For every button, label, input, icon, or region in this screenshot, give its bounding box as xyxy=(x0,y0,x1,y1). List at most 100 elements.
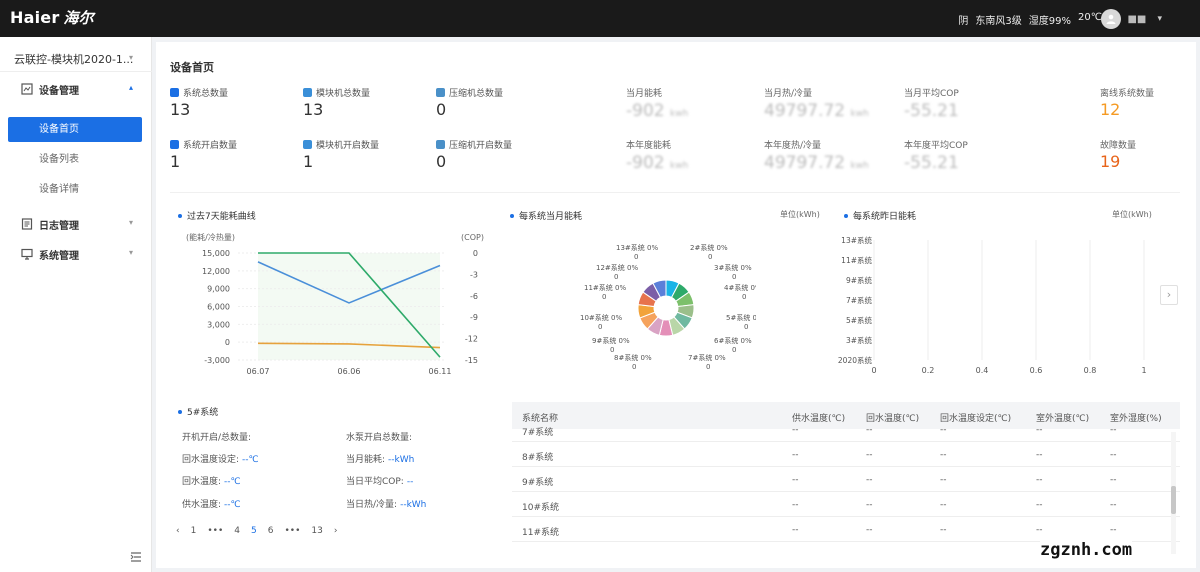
sidebar-item-device-list[interactable]: 设备列表 xyxy=(39,154,79,165)
sidebar-item-device-home[interactable]: 设备首页 xyxy=(8,117,142,142)
table-cell: -- xyxy=(1110,425,1117,435)
sidebar-group-log[interactable]: 日志管理 ▾ xyxy=(0,212,152,236)
detail-value: --℃ xyxy=(224,477,241,487)
donut-label: 6#系统 0% xyxy=(714,336,752,345)
haier-logo[interactable]: Haier 海尔 xyxy=(10,7,94,28)
stat-system-on: 系统开启数量 1 xyxy=(170,138,237,171)
username[interactable]: ■■ xyxy=(1127,13,1147,25)
detail-value: --kWh xyxy=(400,500,427,510)
system-icon xyxy=(170,140,179,149)
bar-chart-unit: 单位(kWh) xyxy=(1112,210,1152,219)
metric-month-energy: 当月能耗 -902 kwh xyxy=(626,86,688,121)
table-scrollbar-thumb[interactable] xyxy=(1171,486,1176,514)
alarm-offline[interactable]: 离线系统数量 12 xyxy=(1100,86,1154,119)
metric-unit: kwh xyxy=(670,109,689,119)
page-item[interactable]: 1 xyxy=(190,526,197,536)
donut-value: 0 xyxy=(744,323,748,331)
project-selector[interactable]: 云联控-模块机2020-1... xyxy=(14,53,134,66)
donut-value: 0 xyxy=(602,293,606,301)
table-row[interactable]: 9#系统 -- -- -- -- -- xyxy=(512,467,1180,492)
metric-value: -902 xyxy=(626,101,665,121)
prev-page-icon[interactable]: ‹ xyxy=(176,526,180,536)
sidebar-item-device-detail[interactable]: 设备详情 xyxy=(39,184,79,195)
table-header-cell: 回水温度(℃) xyxy=(866,414,920,424)
stat-label: 压缩机总数量 xyxy=(449,89,504,99)
metric-year-heat: 本年度热/冷量 49797.72 kwh xyxy=(764,138,869,173)
stat-label: 系统总数量 xyxy=(183,89,229,99)
stat-label: 模块机总数量 xyxy=(316,89,371,99)
alarm-fault[interactable]: 故障数量 19 xyxy=(1100,138,1136,171)
table-cell: -- xyxy=(940,425,947,435)
sidebar-group-device[interactable]: 设备管理 ▴ xyxy=(0,77,152,101)
metric-label: 本年度平均COP xyxy=(904,141,968,151)
weather-temp: 20℃ xyxy=(1078,12,1102,23)
stat-module-on: 模块机开启数量 1 xyxy=(303,138,379,171)
page-ellipsis[interactable]: ••• xyxy=(207,526,224,536)
donut-label: 8#系统 0% xyxy=(614,353,652,362)
chart-area-band xyxy=(258,253,440,360)
alarm-label: 故障数量 xyxy=(1100,141,1137,151)
table-cell: -- xyxy=(940,500,947,510)
x-tick: 0.6 xyxy=(1030,366,1043,375)
metric-label: 当月热/冷量 xyxy=(764,89,813,99)
bar-chart-title: 每系统昨日能耗 xyxy=(844,209,916,222)
metric-year-cop: 本年度平均COP -55.21 xyxy=(904,138,968,173)
user-caret-icon[interactable]: ▾ xyxy=(1157,14,1162,24)
y-tick: 3#系统 xyxy=(846,335,873,345)
system-table: 系统名称 供水温度(℃) 回水温度(℃) 回水温度设定(℃) 室外温度(℃) 室… xyxy=(512,402,1180,556)
sidebar-group-system[interactable]: 系统管理 ▾ xyxy=(0,242,152,266)
detail-row: 供水温度: --℃ xyxy=(182,497,241,510)
x-tick: 06.07 xyxy=(247,367,270,376)
detail-value: --℃ xyxy=(224,500,241,510)
table-row[interactable]: 8#系统 -- -- -- -- -- xyxy=(512,442,1180,467)
metric-value: 49797.72 xyxy=(764,153,846,173)
metric-unit: kwh xyxy=(850,109,869,119)
page-item[interactable]: 13 xyxy=(311,526,323,536)
metric-value: -55.21 xyxy=(904,101,959,121)
y-tick-right: -15 xyxy=(465,356,478,365)
table-cell: -- xyxy=(1036,500,1043,510)
table-cell: -- xyxy=(1036,450,1043,460)
donut-label: 9#系统 0% xyxy=(592,336,630,345)
x-tick: 0 xyxy=(871,366,876,375)
device-icon xyxy=(21,83,33,95)
table-row[interactable]: 7#系统 -- -- -- -- -- xyxy=(512,417,1180,442)
detail-label: 供水温度: xyxy=(182,500,222,510)
detail-row: 当日热/冷量: --kWh xyxy=(346,497,426,510)
metric-label: 本年度热/冷量 xyxy=(764,141,822,151)
metric-label: 当月能耗 xyxy=(626,89,663,99)
table-row[interactable]: 11#系统 -- -- -- -- -- xyxy=(512,517,1180,542)
module-icon xyxy=(303,88,312,97)
series-line-0 xyxy=(257,261,441,304)
series-line-1 xyxy=(257,342,441,349)
table-row[interactable]: 10#系统 -- -- -- -- -- xyxy=(512,492,1180,517)
page-item[interactable]: 4 xyxy=(234,526,241,536)
alarm-value: 19 xyxy=(1100,152,1121,171)
chevron-right-icon[interactable]: › xyxy=(1160,285,1178,305)
table-cell: -- xyxy=(1036,475,1043,485)
donut-label: 10#系统 0% xyxy=(580,313,622,322)
detail-row: 当日平均COP: -- xyxy=(346,474,413,487)
user-menu[interactable]: ■■ ▾ xyxy=(1101,9,1162,29)
y-tick-left: -3,000 xyxy=(204,356,230,365)
next-page-icon[interactable]: › xyxy=(333,526,338,536)
page-ellipsis[interactable]: ••• xyxy=(284,526,301,536)
chevron-down-icon[interactable]: ▾ xyxy=(129,53,134,62)
y-tick-left: 6,000 xyxy=(207,303,230,312)
detail-row: 回水温度设定: --℃ xyxy=(182,452,259,465)
metric-value: 49797.72 xyxy=(764,101,846,121)
page-item-current[interactable]: 5 xyxy=(251,526,257,536)
metric-month-cop: 当月平均COP -55.21 xyxy=(904,86,959,121)
donut-value: 0 xyxy=(706,363,710,371)
collapse-menu-icon[interactable] xyxy=(130,551,142,563)
main-panel: 设备首页 系统总数量 13 模块机总数量 13 压缩机总数量 0 系统开启数量 … xyxy=(156,42,1196,568)
metric-label: 当月平均COP xyxy=(904,89,959,99)
table-cell: -- xyxy=(792,525,799,535)
avatar-icon[interactable] xyxy=(1101,9,1122,29)
bullet-icon xyxy=(510,213,514,218)
system-detail-title: 5#系统 xyxy=(178,405,218,418)
table-cell: 7#系统 xyxy=(522,428,554,438)
donut-value: 0 xyxy=(598,323,602,331)
page-item[interactable]: 6 xyxy=(267,526,274,536)
module-icon xyxy=(303,140,312,149)
